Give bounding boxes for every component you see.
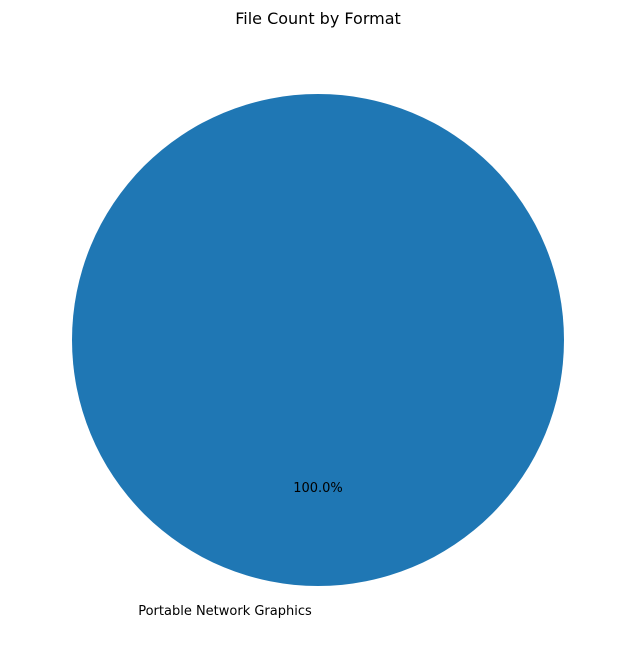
slice-label: Portable Network Graphics — [138, 604, 312, 619]
pie-labels: Portable Network Graphics 100.0% — [138, 481, 343, 619]
pie-slices — [72, 94, 564, 586]
percent-label: 100.0% — [293, 481, 343, 496]
chart-title: File Count by Format — [235, 9, 401, 28]
pie-slice-portable-network-graphics — [72, 94, 564, 586]
